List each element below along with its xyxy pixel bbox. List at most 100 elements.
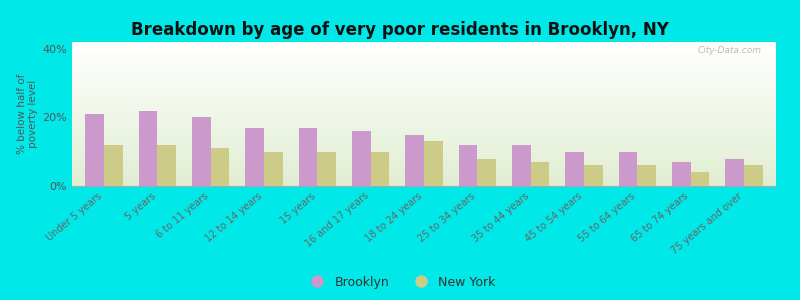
Bar [298,128,318,186]
Bar [72,87,776,88]
Bar [458,145,478,186]
Bar [72,58,776,59]
Bar [72,177,776,178]
Bar [72,171,776,172]
Bar [72,154,776,155]
Bar [72,152,776,153]
Bar [618,152,638,186]
Bar [72,68,776,69]
Text: Breakdown by age of very poor residents in Brooklyn, NY: Breakdown by age of very poor residents … [131,21,669,39]
Bar [72,118,776,119]
Bar [72,105,776,106]
Bar [72,77,776,78]
Bar [72,81,776,82]
Bar [72,82,776,83]
Bar [72,74,776,75]
Bar [72,132,776,133]
Bar [72,178,776,179]
Bar [72,57,776,58]
Bar [72,84,776,85]
Bar [512,145,530,186]
Bar [72,85,776,86]
Bar [72,147,776,148]
Bar [72,108,776,109]
Bar [72,44,776,45]
Bar [424,141,442,186]
Bar [72,114,776,115]
Bar [264,152,282,186]
Bar [530,162,550,186]
Bar [72,75,776,76]
Bar [72,131,776,132]
Bar [72,103,776,104]
Bar [352,131,370,186]
Bar [72,83,776,84]
Bar [72,115,776,116]
Bar [72,95,776,96]
Bar [72,160,776,161]
Bar [72,158,776,159]
Bar [72,42,776,43]
Bar [72,52,776,53]
Bar [72,56,776,57]
Bar [72,185,776,186]
Bar [72,128,776,129]
Bar [72,97,776,98]
Bar [72,64,776,65]
Bar [72,169,776,170]
Bar [192,117,210,186]
Bar [72,111,776,112]
Bar [672,162,690,186]
Bar [72,126,776,127]
Bar [72,129,776,130]
Bar [72,55,776,56]
Bar [726,159,744,186]
Bar [72,176,776,177]
Bar [72,130,776,131]
Bar [72,88,776,89]
Bar [72,170,776,171]
Bar [72,112,776,113]
Bar [72,134,776,135]
Bar [72,66,776,67]
Bar [72,91,776,92]
Bar [72,155,776,156]
Bar [72,120,776,121]
Bar [72,169,776,170]
Bar [72,153,776,154]
Bar [72,138,776,139]
Bar [72,70,776,71]
Bar [72,159,776,160]
Bar [72,46,776,47]
Bar [72,50,776,51]
Bar [72,167,776,168]
Bar [72,149,776,150]
Bar [72,86,776,87]
Bar [72,90,776,91]
Bar [72,107,776,108]
Bar [72,145,776,146]
Bar [72,100,776,101]
Bar [72,53,776,54]
Bar [72,144,776,145]
Bar [72,165,776,166]
Bar [72,72,776,73]
Bar [72,99,776,100]
Bar [72,62,776,63]
Bar [72,127,776,128]
Bar [72,168,776,169]
Bar [478,159,496,186]
Bar [72,96,776,97]
Bar [72,162,776,163]
Bar [86,114,104,186]
Bar [72,183,776,184]
Bar [72,60,776,61]
Bar [104,145,122,186]
Bar [72,156,776,157]
Bar [566,152,584,186]
Bar [72,45,776,46]
Bar [72,73,776,74]
Bar [72,47,776,48]
Bar [72,124,776,125]
Bar [72,180,776,181]
